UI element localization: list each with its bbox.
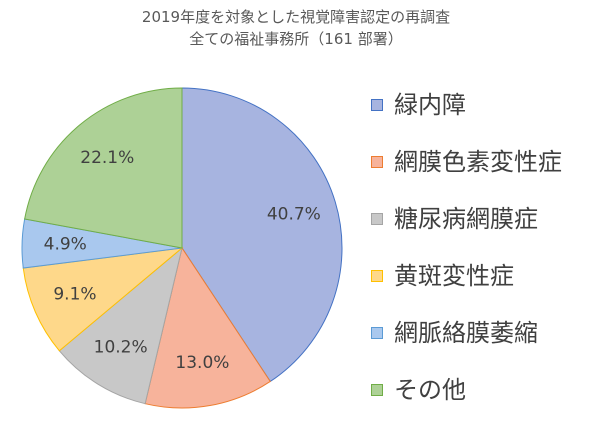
legend-label-macular-degeneration: 黄斑変性症 — [394, 262, 514, 290]
legend-label-chorioretinal-atrophy: 網脈絡膜萎縮 — [394, 319, 538, 347]
legend-item-macular-degeneration: 黄斑変性症 — [371, 257, 586, 314]
legend-swatch-glaucoma — [371, 99, 383, 111]
legend-item-chorioretinal-atrophy: 網脈絡膜萎縮 — [371, 314, 586, 371]
slice-label-glaucoma: 40.7% — [267, 204, 321, 224]
pie-slice-other — [24, 87, 183, 249]
legend: 緑内障 網膜色素変性症 糖尿病網膜症 黄斑変性症 網脈絡膜萎縮 その他 — [371, 86, 586, 428]
pie-slice-retinitis-pigmentosa — [144, 246, 271, 409]
chart-title-line-1: 2019年度を対象とした視覚障害認定の再調査 — [141, 8, 451, 26]
slice-label-other: 22.1% — [80, 148, 134, 168]
slice-label-retinitis-pigmentosa: 13.0% — [175, 353, 229, 373]
legend-item-glaucoma: 緑内障 — [371, 86, 586, 143]
legend-label-other: その他 — [394, 376, 466, 404]
legend-item-other: その他 — [371, 371, 586, 428]
legend-swatch-other — [371, 384, 383, 396]
legend-swatch-macular-degeneration — [371, 270, 383, 282]
legend-item-retinitis-pigmentosa: 網膜色素変性症 — [371, 143, 586, 200]
legend-swatch-retinitis-pigmentosa — [371, 156, 383, 168]
pie-slice-macular-degeneration — [22, 247, 184, 352]
legend-swatch-chorioretinal-atrophy — [371, 327, 383, 339]
chart-title: 2019年度を対象とした視覚障害認定の再調査 全ての福祉事務所（161 部署） — [0, 6, 592, 50]
slice-label-chorioretinal-atrophy: 4.9% — [44, 235, 87, 255]
legend-item-diabetic-retinopathy: 糖尿病網膜症 — [371, 200, 586, 257]
chart-title-line-2: 全ての福祉事務所（161 部署） — [189, 30, 403, 48]
legend-label-glaucoma: 緑内障 — [394, 91, 466, 119]
legend-swatch-diabetic-retinopathy — [371, 213, 383, 225]
pie-slice-diabetic-retinopathy — [58, 246, 183, 405]
legend-label-retinitis-pigmentosa: 網膜色素変性症 — [394, 148, 562, 176]
slice-label-macular-degeneration: 9.1% — [53, 285, 96, 305]
legend-label-diabetic-retinopathy: 糖尿病網膜症 — [394, 205, 538, 233]
slice-label-diabetic-retinopathy: 10.2% — [94, 337, 148, 357]
